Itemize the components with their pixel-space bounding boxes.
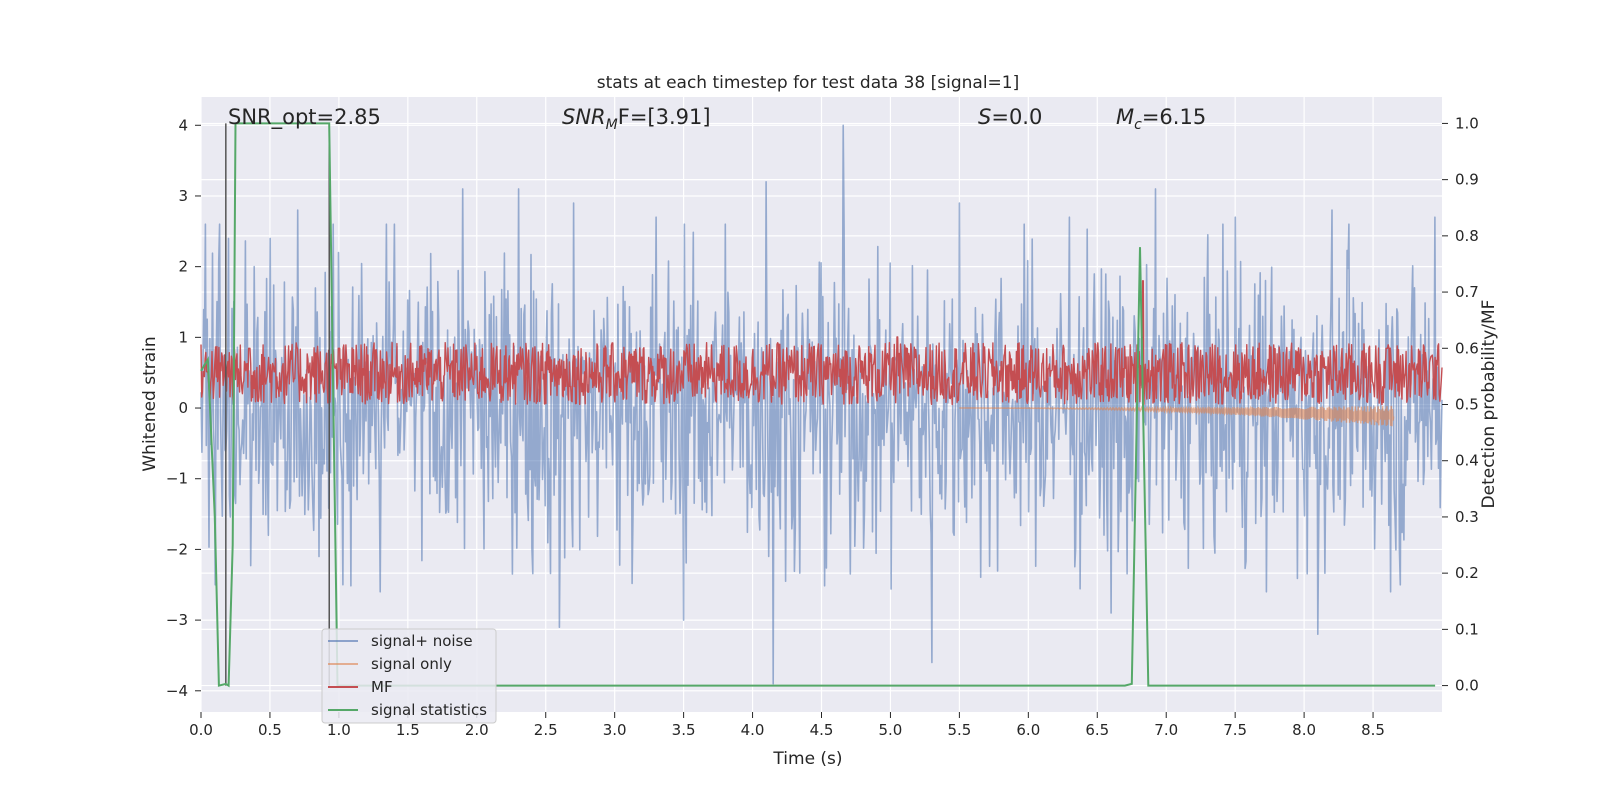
y2-tick-label-0.5: 0.5: [1455, 396, 1479, 414]
x-tick-label-2.0: 2.0: [465, 721, 489, 739]
y-tick-label-1: 1: [178, 328, 188, 346]
annotations: SNR_opt=2.85 SNRMF=[3.91] S=0.0 Mc=6.15: [228, 105, 1206, 133]
y2-axis-ticks: 1.0 0.9 0.8 0.7 0.6 0.5 0.4 0.3 0.2 0.1 0.0: [1442, 114, 1479, 695]
y2-tick-label-0.3: 0.3: [1455, 508, 1479, 526]
x-tick-label-6.0: 6.0: [1016, 721, 1040, 739]
signal-only-line: [959, 405, 1395, 427]
y2-tick-label-0.4: 0.4: [1455, 452, 1479, 470]
y-axis-label: Whitened strain: [140, 336, 160, 471]
x-tick-label-7.5: 7.5: [1223, 721, 1247, 739]
snr-mf-annotation: SNRMF=[3.91]: [562, 105, 711, 133]
y2-tick-label-0.2: 0.2: [1455, 564, 1479, 582]
signal-statistics-line: [200, 122, 1436, 688]
y-tick-label-−3: −3: [166, 611, 188, 629]
x-tick-label-0.5: 0.5: [258, 721, 282, 739]
x-tick-label-4.0: 4.0: [741, 721, 765, 739]
snr-mf-sub: M: [606, 117, 618, 133]
x-tick-label-1.0: 1.0: [327, 721, 351, 739]
x-tick-label-8.5: 8.5: [1361, 721, 1385, 739]
y2-tick-label-0.1: 0.1: [1455, 620, 1479, 638]
snr-mf-main: SNR: [562, 105, 606, 129]
snr-opt-annotation: SNR_opt=2.85: [228, 105, 381, 130]
x-axis-ticks: 0.0 0.5 1.0 1.5 2.0 2.5 3.0 3.5 4.0 4.5 5.0 5.5 6.0 6…: [189, 712, 1385, 739]
y-tick-label-3: 3: [178, 187, 188, 205]
y-axis-ticks: 4 3 2 1 0 −1 −2 −3 −4: [166, 116, 201, 700]
mc-sub: c: [1134, 117, 1142, 133]
y2-tick-label-0.8: 0.8: [1455, 227, 1479, 245]
s-annotation: S=0.0: [978, 105, 1042, 129]
legend-label-mf: MF: [371, 678, 393, 696]
y-tick-label-−4: −4: [166, 682, 188, 700]
signal-noise-series: [200, 124, 1443, 685]
s-main: S: [978, 105, 991, 129]
legend: signal+ noise signal only MF signal stat…: [321, 628, 497, 724]
x-tick-label-8.0: 8.0: [1292, 721, 1316, 739]
x-tick-label-5.0: 5.0: [879, 721, 903, 739]
mc-rest: =6.15: [1142, 105, 1206, 129]
y2-tick-label-0.0: 0.0: [1455, 677, 1479, 695]
x-tick-label-1.5: 1.5: [396, 721, 420, 739]
mf-line: [200, 280, 1443, 406]
y-tick-label-2: 2: [178, 258, 188, 276]
signal-statistics-series: [200, 122, 1436, 688]
x-axis-label: Time (s): [772, 749, 842, 769]
y-tick-label-−1: −1: [166, 470, 188, 488]
y2-tick-label-0.7: 0.7: [1455, 283, 1479, 301]
x-tick-label-7.0: 7.0: [1154, 721, 1178, 739]
legend-label-signal-statistics: signal statistics: [371, 701, 487, 719]
snr-mf-rest: F=[3.91]: [618, 105, 711, 129]
mc-annotation: Mc=6.15: [1116, 105, 1206, 133]
x-tick-label-6.5: 6.5: [1085, 721, 1109, 739]
legend-box: [321, 628, 497, 724]
s-rest: =0.0: [991, 105, 1042, 129]
y2-tick-label-0.9: 0.9: [1455, 171, 1479, 189]
mc-main: M: [1116, 105, 1134, 129]
y-tick-label-4: 4: [178, 116, 188, 134]
x-tick-label-5.5: 5.5: [947, 721, 971, 739]
y2-axis-label: Detection probability/MF: [1479, 300, 1499, 509]
legend-label-signal-noise: signal+ noise: [371, 632, 473, 650]
x-tick-label-4.5: 4.5: [810, 721, 834, 739]
x-tick-label-3.5: 3.5: [672, 721, 696, 739]
x-tick-label-2.5: 2.5: [534, 721, 558, 739]
x-tick-label-3.0: 3.0: [603, 721, 627, 739]
vertical-markers: [225, 123, 330, 686]
mf-series: [200, 280, 1443, 406]
signal-only-series: [959, 405, 1395, 427]
y2-tick-label-1.0: 1.0: [1455, 114, 1479, 132]
y-tick-label-−2: −2: [166, 540, 188, 558]
signal-noise-line: [200, 124, 1443, 685]
y-tick-label-0: 0: [178, 399, 188, 417]
legend-label-signal-only: signal only: [371, 655, 452, 673]
y2-tick-label-0.6: 0.6: [1455, 339, 1479, 357]
chart-title: stats at each timestep for test data 38 …: [597, 73, 1020, 93]
x-tick-label-0.0: 0.0: [189, 721, 213, 739]
